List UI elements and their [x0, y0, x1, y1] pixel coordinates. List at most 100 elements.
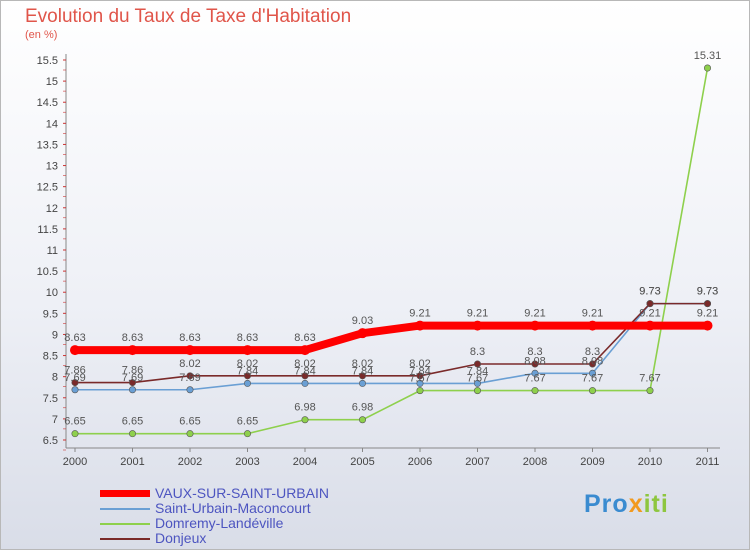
data-point [472, 320, 483, 331]
data-point [588, 369, 596, 377]
data-label: 7.67 [582, 373, 603, 385]
series-line [74, 67, 709, 435]
x-tick-label: 2001 [120, 456, 144, 468]
data-point [531, 387, 539, 395]
x-tick-label: 2009 [580, 456, 604, 468]
data-label: 8.02 [352, 358, 373, 370]
y-tick-label: 8.5 [43, 351, 58, 363]
x-tick-label: 2003 [235, 456, 259, 468]
data-label: 9.73 [639, 286, 660, 298]
data-point [645, 320, 655, 331]
data-point [358, 372, 366, 380]
data-point [129, 386, 137, 394]
y-tick-label: 9.5 [43, 308, 58, 320]
data-label: 6.65 [237, 416, 258, 428]
x-tick-label: 2007 [465, 456, 489, 468]
data-point [416, 387, 424, 395]
data-point [473, 379, 481, 387]
data-point [301, 372, 309, 380]
x-tick-label: 2011 [696, 456, 720, 468]
data-label: 15.31 [694, 50, 722, 62]
y-tick-label: 15 [46, 76, 58, 88]
y-tick-label: 10 [46, 287, 58, 299]
data-label: 7.86 [64, 365, 85, 377]
data-label: 6.65 [179, 416, 200, 428]
data-point [646, 387, 654, 395]
proxiti-logo: Proxiti [584, 490, 669, 518]
legend-swatch [100, 508, 150, 510]
data-point [242, 345, 253, 356]
data-label: 7.67 [639, 373, 660, 385]
data-label: 8.63 [122, 332, 143, 344]
data-point [588, 360, 596, 368]
data-label: 9.21 [524, 308, 545, 320]
series-line [71, 321, 712, 355]
data-label: 8.08 [582, 355, 603, 367]
data-label: 8.63 [179, 332, 200, 344]
data-point [531, 369, 539, 377]
y-tick-label: 13 [46, 161, 58, 173]
legend-label: VAUX-SUR-SAINT-URBAIN [155, 485, 329, 501]
data-label: 7.84 [467, 365, 488, 377]
data-point [702, 320, 713, 331]
x-tick-label: 2010 [638, 456, 662, 468]
data-label: 8.3 [527, 346, 542, 358]
data-label: 8.3 [585, 346, 600, 358]
x-tick-label: 2008 [523, 456, 547, 468]
data-label: 9.73 [697, 286, 718, 298]
legend-label: Donjeux [155, 530, 207, 546]
data-label: 9.03 [352, 315, 373, 327]
y-tick-label: 11 [47, 245, 58, 257]
y-tick-label: 7 [52, 414, 58, 426]
data-point [71, 386, 79, 394]
data-label: 7.86 [122, 365, 143, 377]
x-tick-label: 2004 [293, 456, 317, 468]
data-label: 6.65 [64, 416, 85, 428]
data-point [244, 430, 252, 438]
data-point [358, 379, 366, 387]
legend-swatch [100, 490, 150, 497]
series-line [74, 302, 709, 391]
data-point [301, 416, 309, 424]
data-label: 6.65 [122, 416, 143, 428]
data-label: 9.73 [697, 286, 718, 298]
data-label: 9.21 [697, 308, 718, 320]
data-label: 8.02 [237, 358, 258, 370]
y-tick-label: 12.5 [37, 182, 58, 194]
data-label: 7.69 [179, 372, 200, 384]
data-point [244, 379, 252, 387]
data-point [415, 320, 425, 331]
data-label: 9.21 [409, 308, 430, 320]
data-point [71, 430, 79, 438]
data-label: 8.3 [470, 346, 485, 358]
x-tick-label: 2000 [63, 456, 87, 468]
data-point [357, 328, 368, 339]
y-tick-label: 14 [46, 118, 58, 130]
data-point [530, 320, 540, 331]
legend-label: Domremy-Landéville [155, 515, 284, 531]
data-label: 7.67 [409, 373, 430, 385]
data-label: 6.98 [294, 402, 315, 414]
data-label: 7.84 [352, 365, 373, 377]
data-label: 7.67 [524, 373, 545, 385]
data-label: 8.63 [294, 332, 315, 344]
data-label: 7.84 [409, 365, 430, 377]
data-label: 6.98 [352, 402, 373, 414]
y-tick-label: 9 [52, 329, 58, 341]
data-point [300, 345, 310, 356]
data-label: 8.02 [409, 358, 430, 370]
y-tick-label: 8 [52, 372, 58, 384]
data-label: 9.21 [467, 308, 488, 320]
data-point [71, 379, 79, 387]
y-tick-label: 10.5 [37, 266, 58, 278]
data-label: 7.84 [237, 365, 258, 377]
y-tick-label: 11.5 [37, 224, 58, 236]
data-label: 7.69 [122, 372, 143, 384]
x-tick-label: 2006 [408, 456, 432, 468]
y-tick-label: 7.5 [43, 393, 58, 405]
x-tick-label: 2005 [350, 456, 374, 468]
legend-swatch [100, 523, 150, 525]
y-tick-label: 12 [46, 203, 58, 215]
data-point [186, 386, 194, 394]
